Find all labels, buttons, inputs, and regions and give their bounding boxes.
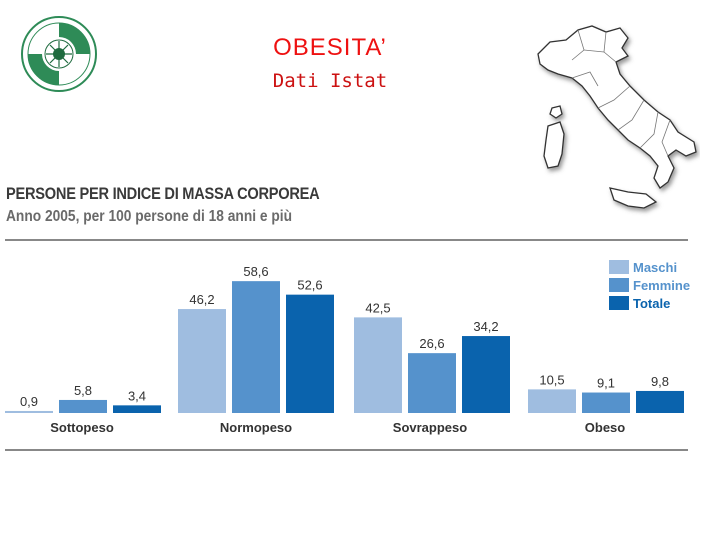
category-labels-group: Sottopeso Normopeso Sovrappeso Obeso — [50, 420, 625, 435]
category-label-obeso: Obeso — [585, 420, 626, 435]
bar-sovrappeso-totale — [462, 336, 510, 413]
value-label: 26,6 — [419, 336, 444, 351]
chart-title: PERSONE PER INDICE DI MASSA CORPOREA — [6, 184, 320, 203]
value-label: 3,4 — [128, 388, 146, 403]
legend-swatch-totale — [609, 296, 629, 310]
category-label-sovrappeso: Sovrappeso — [393, 420, 467, 435]
legend-label-totale: Totale — [633, 296, 670, 311]
bar-sovrappeso-femmine — [408, 353, 456, 413]
value-label: 10,5 — [539, 372, 564, 387]
bar-obeso-femmine — [582, 392, 630, 413]
value-label: 5,8 — [74, 383, 92, 398]
bar-sottopeso-maschi — [5, 410, 53, 413]
bar-normopeso-maschi — [178, 309, 226, 413]
value-label: 46,2 — [189, 292, 214, 307]
value-label: 42,5 — [365, 300, 390, 315]
value-label: 34,2 — [473, 319, 498, 334]
bar-obeso-totale — [636, 390, 684, 413]
italy-map-icon — [537, 25, 697, 209]
bar-normopeso-femmine — [232, 281, 280, 413]
value-labels-group: 0,9 5,8 3,4 46,2 58,6 52,6 42,5 26,6 34,2 10,5 9,1… — [20, 264, 669, 409]
chart-subtitle: Anno 2005, per 100 persone di 18 anni e … — [6, 208, 293, 225]
legend-label-maschi: Maschi — [633, 260, 677, 275]
bar-chart: 0,9 5,8 3,4 46,2 58,6 52,6 42,5 26,6 34,2 10,5 9,1… — [5, 239, 690, 451]
value-label: 0,9 — [20, 394, 38, 409]
bars-group — [5, 281, 684, 413]
legend-swatch-femmine — [609, 278, 629, 292]
bar-obeso-maschi — [528, 389, 576, 413]
category-label-sottopeso: Sottopeso — [50, 420, 114, 435]
bar-normopeso-totale — [286, 294, 334, 413]
legend-label-femmine: Femmine — [633, 278, 690, 293]
slide-title: OBESITA’ — [273, 34, 387, 61]
legend: Maschi Femmine Totale — [609, 260, 690, 311]
legend-swatch-maschi — [609, 260, 629, 274]
value-label: 52,6 — [297, 278, 322, 293]
bar-sottopeso-totale — [113, 405, 161, 413]
category-label-normopeso: Normopeso — [220, 420, 292, 435]
value-label: 9,1 — [597, 376, 615, 391]
association-logo-icon — [21, 16, 97, 92]
bar-sovrappeso-maschi — [354, 317, 402, 413]
value-label: 9,8 — [651, 374, 669, 389]
bar-sottopeso-femmine — [59, 399, 107, 413]
value-label: 58,6 — [243, 264, 268, 279]
slide-subtitle: Dati Istat — [272, 70, 388, 92]
